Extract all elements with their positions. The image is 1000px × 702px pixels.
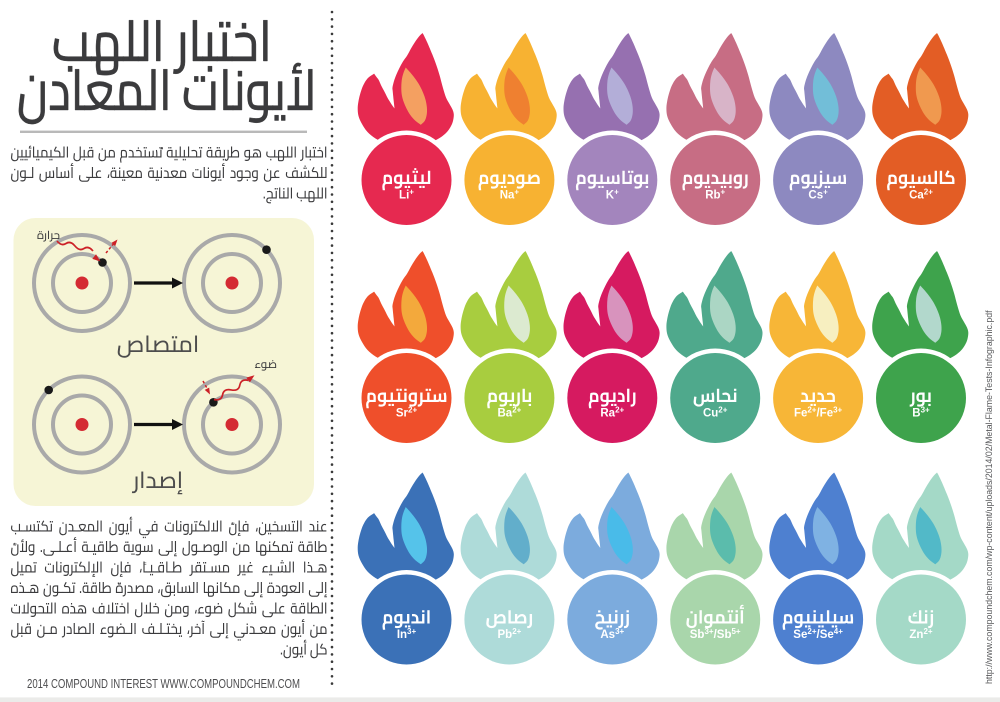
svg-text:2014 COMPOUND INTEREST WWW.COM: 2014 COMPOUND INTEREST WWW.COMPOUNDCHEM.… xyxy=(27,676,300,691)
svg-text:Sb3+/Sb5+: Sb3+/Sb5+ xyxy=(690,627,741,641)
svg-text:B3+: B3+ xyxy=(912,406,930,420)
svg-text:Cu2+: Cu2+ xyxy=(703,406,728,420)
svg-text:Na+: Na+ xyxy=(500,188,520,202)
svg-text:http://www.compoundchem.com/wp: http://www.compoundchem.com/wp-content/u… xyxy=(984,310,994,684)
svg-text:K+: K+ xyxy=(606,188,619,202)
svg-text:Rb+: Rb+ xyxy=(705,188,725,202)
svg-text:Se2+/Se4+: Se2+/Se4+ xyxy=(793,627,843,641)
svg-text:Sr2+: Sr2+ xyxy=(396,406,418,420)
svg-text:Pb2+: Pb2+ xyxy=(497,627,521,641)
svg-text:Ra2+: Ra2+ xyxy=(600,406,624,420)
svg-text:As3+: As3+ xyxy=(600,627,624,641)
svg-text:Cs+: Cs+ xyxy=(808,188,828,202)
svg-text:Fe2+/Fe3+: Fe2+/Fe3+ xyxy=(794,406,843,420)
svg-text:Ca2+: Ca2+ xyxy=(909,188,933,202)
svg-text:Li+: Li+ xyxy=(399,188,414,202)
svg-text:Zn2+: Zn2+ xyxy=(909,627,933,641)
svg-text:Ba2+: Ba2+ xyxy=(497,406,521,420)
svg-text:In3+: In3+ xyxy=(397,627,417,641)
